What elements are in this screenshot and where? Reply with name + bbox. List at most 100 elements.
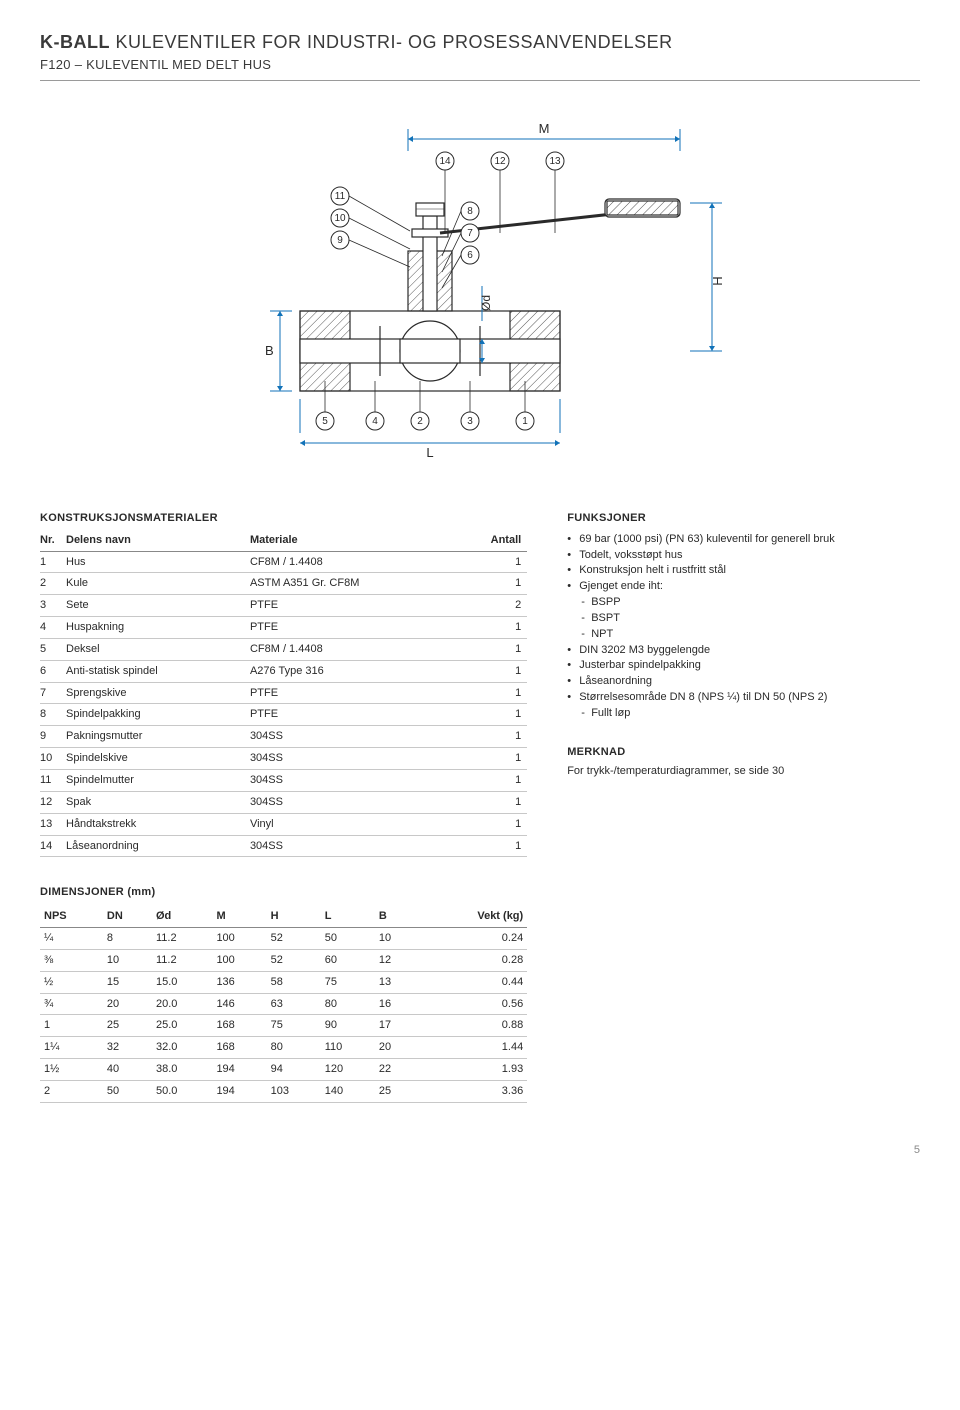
table-cell: 60 [321,949,375,971]
table-cell: 1 [467,660,527,682]
table-cell: 32 [103,1037,152,1059]
table-cell: 1 [467,813,527,835]
svg-text:3: 3 [467,416,473,427]
table-cell: 304SS [250,835,467,857]
title-rest: KULEVENTILER FOR INDUSTRI- OG PROSESSANV… [116,32,673,52]
svg-text:10: 10 [334,213,346,224]
table-row: ¾2020.01466380160.56 [40,993,527,1015]
list-sub-item: BSPT [567,611,920,626]
table-cell: 10 [103,949,152,971]
table-cell: 52 [267,949,321,971]
table-cell: Sete [66,595,250,617]
table-cell: 304SS [250,769,467,791]
list-sub-item: NPT [567,627,920,642]
title-bold: K-BALL [40,32,110,52]
table-cell: 13 [375,971,417,993]
table-cell: 13 [40,813,66,835]
table-cell: 304SS [250,748,467,770]
table-row: 8SpindelpakkingPTFE1 [40,704,527,726]
dims-col-header: DN [103,906,152,927]
table-cell: 94 [267,1059,321,1081]
table-cell: 11.2 [152,928,212,950]
table-cell: ¾ [40,993,103,1015]
table-cell: 168 [212,1015,266,1037]
svg-text:11: 11 [335,191,346,202]
table-cell: 14 [40,835,66,857]
table-row: 5DekselCF8M / 1.44081 [40,638,527,660]
table-cell: 1 [467,704,527,726]
list-item: Konstruksjon helt i rustfritt stål [567,563,920,578]
table-cell: 50 [103,1080,152,1102]
dims-col-header: Ød [152,906,212,927]
table-cell: 10 [375,928,417,950]
table-row: 14Låseanordning304SS1 [40,835,527,857]
svg-text:9: 9 [337,235,343,246]
table-cell: 8 [40,704,66,726]
table-cell: 1.93 [417,1059,528,1081]
svg-text:L: L [426,445,433,460]
table-cell: 25 [375,1080,417,1102]
content-columns: KONSTRUKSJONSMATERIALER Nr.Delens navnMa… [40,511,920,1103]
table-cell: CF8M / 1.4408 [250,638,467,660]
svg-text:5: 5 [322,416,328,427]
materials-col-header: Antall [467,530,527,551]
valve-diagram-svg: MHØdBL1110914121387654231 [220,111,740,471]
table-cell: Spindelpakking [66,704,250,726]
list-item: DIN 3202 M3 byggelengde [567,643,920,658]
table-cell: 1 [40,1015,103,1037]
table-cell: Spindelskive [66,748,250,770]
table-cell: 20.0 [152,993,212,1015]
table-cell: 140 [321,1080,375,1102]
table-cell: 75 [321,971,375,993]
table-cell: 1 [467,638,527,660]
svg-text:Ød: Ød [479,295,493,311]
table-cell: 4 [40,617,66,639]
table-cell: A276 Type 316 [250,660,467,682]
table-cell: 11.2 [152,949,212,971]
table-cell: 1 [467,573,527,595]
table-cell: 168 [212,1037,266,1059]
table-cell: 194 [212,1059,266,1081]
table-row: 1HusCF8M / 1.44081 [40,551,527,573]
table-cell: ⅜ [40,949,103,971]
svg-text:8: 8 [467,206,473,217]
table-cell: Deksel [66,638,250,660]
table-cell: 120 [321,1059,375,1081]
table-cell: Håndtakstrekk [66,813,250,835]
table-cell: 1¼ [40,1037,103,1059]
table-row: 4HuspakningPTFE1 [40,617,527,639]
svg-text:13: 13 [549,156,561,167]
table-cell: 1 [467,726,527,748]
table-cell: 1.44 [417,1037,528,1059]
table-cell: 50 [321,928,375,950]
table-row: 25050.0194103140253.36 [40,1080,527,1102]
svg-text:1: 1 [522,416,528,427]
table-cell: 1 [467,748,527,770]
table-cell: 1 [467,791,527,813]
table-cell: 17 [375,1015,417,1037]
materials-title: KONSTRUKSJONSMATERIALER [40,511,527,526]
svg-text:M: M [539,121,550,136]
table-cell: 100 [212,928,266,950]
table-cell: 15 [103,971,152,993]
table-cell: 9 [40,726,66,748]
table-cell: 58 [267,971,321,993]
table-cell: 100 [212,949,266,971]
svg-text:6: 6 [467,250,473,261]
table-cell: 103 [267,1080,321,1102]
table-cell: Spak [66,791,250,813]
table-cell: 7 [40,682,66,704]
table-cell: 90 [321,1015,375,1037]
svg-text:B: B [265,343,274,358]
table-cell: 16 [375,993,417,1015]
table-cell: 6 [40,660,66,682]
right-column: FUNKSJONER 69 bar (1000 psi) (PN 63) kul… [567,511,920,1103]
list-item: Størrelsesområde DN 8 (NPS ¼) til DN 50 … [567,690,920,705]
table-cell: 0.28 [417,949,528,971]
dims-col-header: M [212,906,266,927]
table-cell: Spindelmutter [66,769,250,791]
table-cell: 304SS [250,726,467,748]
list-item: 69 bar (1000 psi) (PN 63) kuleventil for… [567,532,920,547]
table-cell: 110 [321,1037,375,1059]
table-row: ⅜1011.21005260120.28 [40,949,527,971]
